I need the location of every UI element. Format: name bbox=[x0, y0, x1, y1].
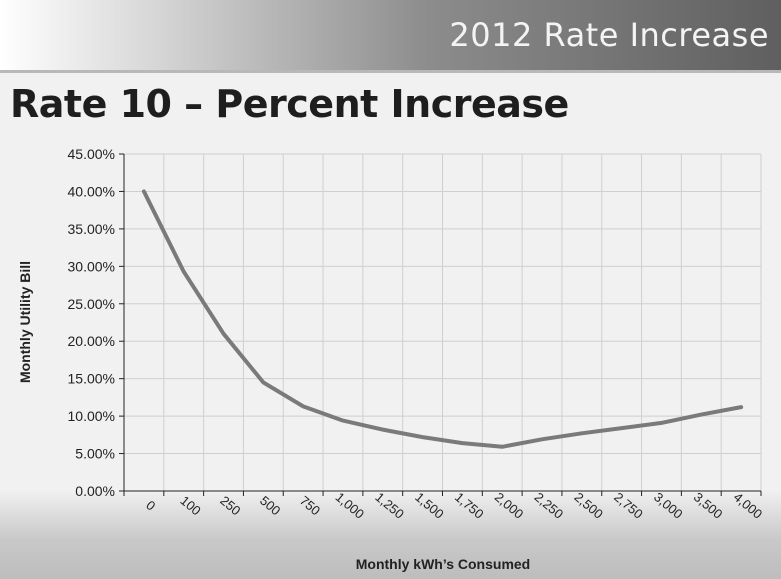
y-tick-label: 20.00% bbox=[68, 333, 115, 349]
y-tick-label: 30.00% bbox=[68, 258, 115, 274]
header-title: 2012 Rate Increase bbox=[449, 16, 769, 54]
header-bar bbox=[0, 0, 781, 70]
data-point bbox=[540, 437, 544, 441]
x-tick-label: 1,000 bbox=[333, 489, 368, 521]
data-point bbox=[739, 405, 743, 409]
data-point bbox=[222, 332, 226, 336]
y-tick-label: 0.00% bbox=[75, 483, 115, 499]
data-point bbox=[381, 428, 385, 432]
grid-lines bbox=[124, 153, 762, 491]
x-tick-label: 2,000 bbox=[492, 489, 527, 521]
data-point bbox=[500, 445, 504, 449]
x-tick-label: 0 bbox=[143, 497, 158, 513]
x-tick-label: 4,000 bbox=[731, 489, 766, 521]
data-point bbox=[620, 426, 624, 430]
y-tick-label: 15.00% bbox=[68, 371, 115, 387]
data-point bbox=[261, 380, 265, 384]
background-landscape bbox=[0, 490, 781, 579]
y-tick-label: 35.00% bbox=[68, 221, 115, 237]
x-tick-label: 750 bbox=[297, 493, 323, 518]
y-tick-label: 40.00% bbox=[68, 183, 115, 199]
x-tick-label: 2,250 bbox=[532, 489, 567, 521]
data-point bbox=[699, 413, 703, 417]
x-tick-label: 500 bbox=[257, 493, 283, 518]
x-tick-label: 100 bbox=[177, 493, 203, 518]
data-point bbox=[580, 431, 584, 435]
y-tick-label: 10.00% bbox=[68, 408, 115, 424]
x-tick-label: 3,500 bbox=[691, 489, 726, 521]
data-point bbox=[659, 421, 663, 425]
x-tick-label: 1,750 bbox=[452, 489, 487, 521]
y-tick-labels: 0.00% 5.00% 10.00% 15.00% 20.00% 25.00% 30.00%… bbox=[68, 146, 115, 499]
slide-title: Rate 10 – Percent Increase bbox=[10, 82, 569, 126]
series-line bbox=[141, 189, 744, 449]
header-divider bbox=[0, 70, 781, 73]
x-tick-labels: 0 100 250 500 750 1,000 1,250 1,500 1,750 2,000 2,… bbox=[143, 489, 765, 521]
x-axis-label: Monthly kWh’s Consumed bbox=[356, 556, 530, 572]
data-point bbox=[142, 189, 146, 193]
axes bbox=[119, 153, 762, 496]
y-tick-label: 45.00% bbox=[68, 146, 115, 162]
x-tick-label: 1,500 bbox=[412, 489, 447, 521]
y-tick-label: 5.00% bbox=[75, 446, 115, 462]
data-point bbox=[341, 419, 345, 423]
x-tick-label: 3,000 bbox=[651, 489, 686, 521]
data-point bbox=[421, 435, 425, 439]
y-tick-label: 25.00% bbox=[68, 296, 115, 312]
x-tick-label: 250 bbox=[217, 493, 243, 518]
x-tick-label: 2,750 bbox=[611, 489, 646, 521]
data-point bbox=[460, 441, 464, 445]
y-axis-label: Monthly Utility Bill bbox=[17, 261, 33, 383]
x-tick-label: 2,500 bbox=[571, 489, 606, 521]
x-tick-label: 1,250 bbox=[372, 489, 407, 521]
data-point bbox=[182, 270, 186, 274]
data-point bbox=[301, 404, 305, 408]
series bbox=[141, 189, 744, 449]
